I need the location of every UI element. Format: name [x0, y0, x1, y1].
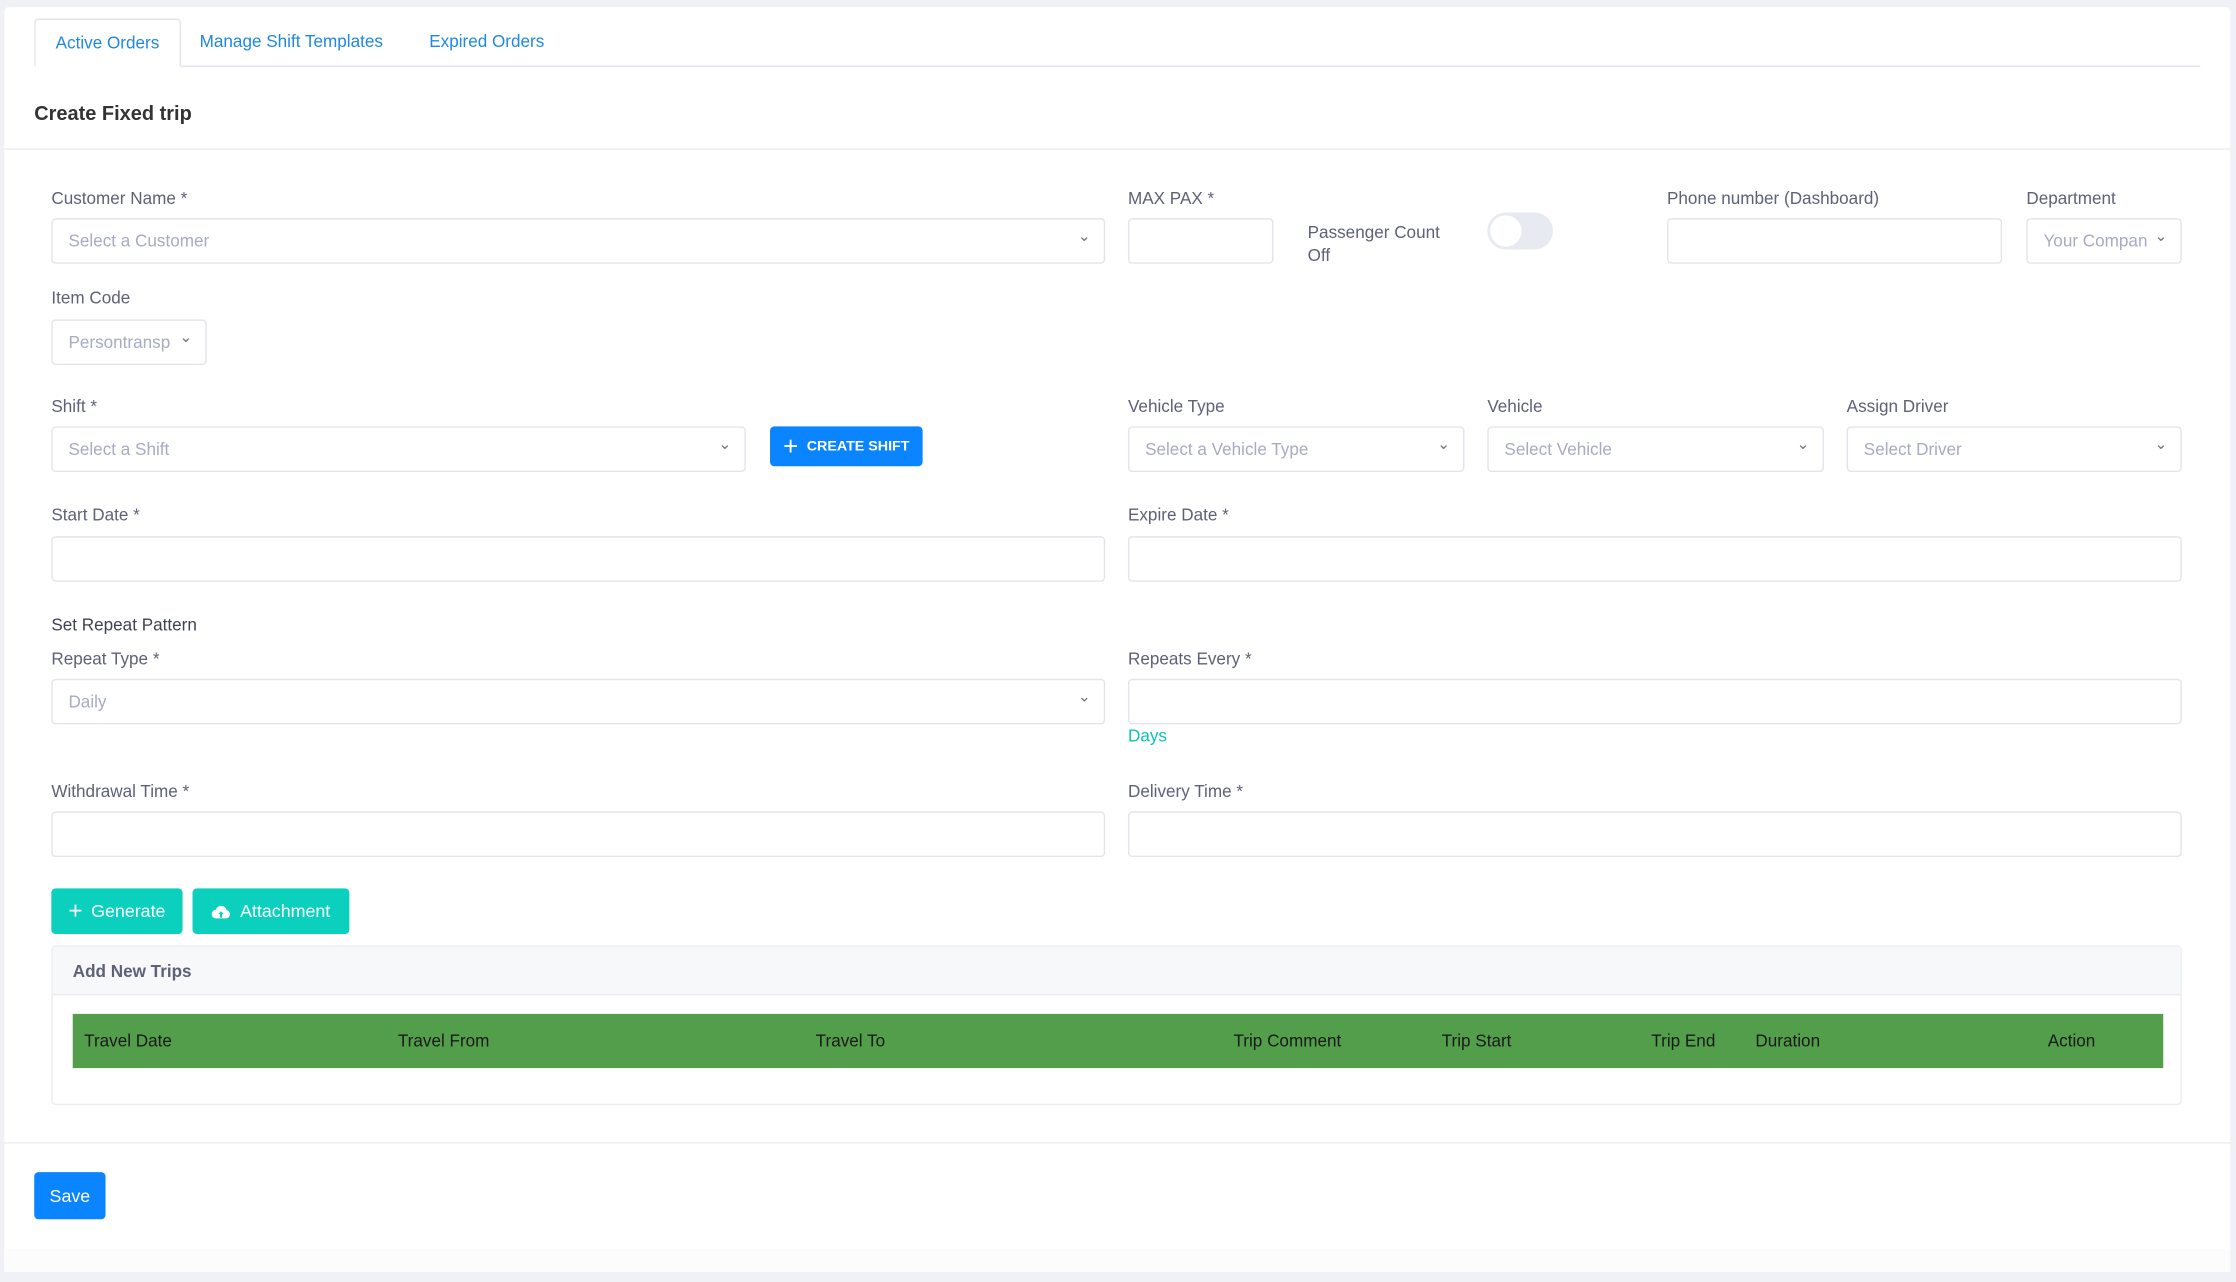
item-code-select[interactable]: Persontransp — [51, 319, 207, 366]
repeats-unit: Days — [1127, 725, 1167, 746]
driver-label: Assign Driver — [1846, 396, 1949, 417]
column-duration: Duration — [1755, 1030, 1821, 1051]
repeats-every-input[interactable] — [1127, 678, 2182, 725]
phone-input[interactable] — [1666, 218, 2003, 264]
vehicle-type-label: Vehicle Type — [1127, 396, 1225, 417]
department-value: Your Compan — [2043, 231, 2148, 251]
customer-select[interactable]: Select a Customer — [51, 218, 1106, 264]
item-code-label: Item Code — [51, 288, 131, 309]
tab-divider — [34, 65, 2201, 68]
column-trip-end: Trip End — [1651, 1030, 1716, 1051]
delivery-input[interactable] — [1127, 811, 2182, 858]
phone-label: Phone number (Dashboard) — [1666, 188, 1880, 209]
column-action: Action — [2047, 1030, 2096, 1051]
attachment-label: Attachment — [240, 901, 331, 922]
trips-table-header: Travel Date Travel From Travel To Trip C… — [72, 1013, 2164, 1069]
shift-placeholder: Select a Shift — [68, 439, 170, 460]
repeats-every-label: Repeats Every * — [1127, 648, 1252, 669]
vehicle-type-select[interactable]: Select a Vehicle Type — [1127, 426, 1465, 473]
passenger-count-label: Passenger Count — [1307, 222, 1440, 243]
shift-select[interactable]: Select a Shift — [51, 426, 746, 473]
vehicle-label: Vehicle — [1487, 396, 1543, 417]
generate-button[interactable]: + Generate — [51, 888, 183, 935]
repeat-pattern-heading: Set Repeat Pattern — [51, 614, 197, 635]
expire-date-input[interactable] — [1127, 536, 2182, 582]
attachment-button[interactable]: Attachment — [192, 888, 350, 935]
delivery-label: Delivery Time * — [1127, 781, 1244, 802]
max-pax-input[interactable] — [1127, 218, 1274, 264]
withdrawal-input[interactable] — [51, 811, 1106, 858]
customer-placeholder: Select a Customer — [68, 231, 210, 251]
create-shift-label: CREATE SHIFT — [806, 438, 910, 455]
column-trip-comment: Trip Comment — [1233, 1030, 1342, 1051]
shift-label: Shift * — [51, 396, 97, 417]
column-trip-start: Trip Start — [1441, 1030, 1512, 1051]
column-travel-date: Travel Date — [84, 1030, 172, 1051]
max-pax-label: MAX PAX * — [1127, 188, 1215, 209]
save-button[interactable]: Save — [34, 1172, 106, 1220]
passenger-count-toggle[interactable] — [1487, 212, 1553, 250]
passenger-count-state: Off — [1307, 245, 1331, 266]
withdrawal-label: Withdrawal Time * — [51, 781, 190, 802]
panel-header — [52, 946, 2181, 996]
add-new-trips-panel: Add New Trips Travel Date Travel From Tr… — [51, 945, 2182, 1106]
tab-active-orders[interactable]: Active Orders — [34, 18, 181, 68]
footer-divider — [4, 1142, 2231, 1144]
tab-manage-shift-templates[interactable]: Manage Shift Templates — [199, 31, 383, 52]
vehicle-placeholder: Select Vehicle — [1504, 439, 1612, 460]
card-header — [4, 78, 2231, 150]
tab-expired-orders[interactable]: Expired Orders — [429, 31, 545, 52]
cloud-upload-icon — [212, 905, 231, 918]
column-travel-to: Travel To — [815, 1030, 886, 1051]
department-select[interactable]: Your Compan — [2026, 218, 2182, 264]
create-shift-button[interactable]: + CREATE SHIFT — [770, 426, 923, 467]
repeat-type-label: Repeat Type * — [51, 648, 160, 669]
start-date-input[interactable] — [51, 536, 1106, 582]
plus-icon: + — [68, 896, 83, 925]
plus-icon: + — [783, 431, 799, 460]
expire-date-label: Expire Date * — [1127, 504, 1229, 525]
repeat-type-value: Daily — [68, 691, 107, 712]
department-label: Department — [2026, 188, 2116, 209]
driver-placeholder: Select Driver — [1863, 439, 1962, 460]
save-label: Save — [49, 1185, 91, 1206]
customer-label: Customer Name * — [51, 188, 188, 209]
toggle-knob — [1490, 215, 1522, 247]
card-footer — [4, 1249, 2231, 1272]
vehicle-select[interactable]: Select Vehicle — [1487, 426, 1824, 473]
start-date-label: Start Date * — [51, 504, 140, 525]
generate-label: Generate — [91, 901, 166, 922]
column-travel-from: Travel From — [397, 1030, 490, 1051]
panel-title: Add New Trips — [72, 961, 192, 982]
vehicle-type-placeholder: Select a Vehicle Type — [1145, 439, 1309, 460]
driver-select[interactable]: Select Driver — [1846, 426, 2182, 473]
page-title: Create Fixed trip — [34, 101, 192, 125]
item-code-value: Persontransp — [68, 332, 171, 353]
repeat-type-select[interactable]: Daily — [51, 678, 1106, 725]
